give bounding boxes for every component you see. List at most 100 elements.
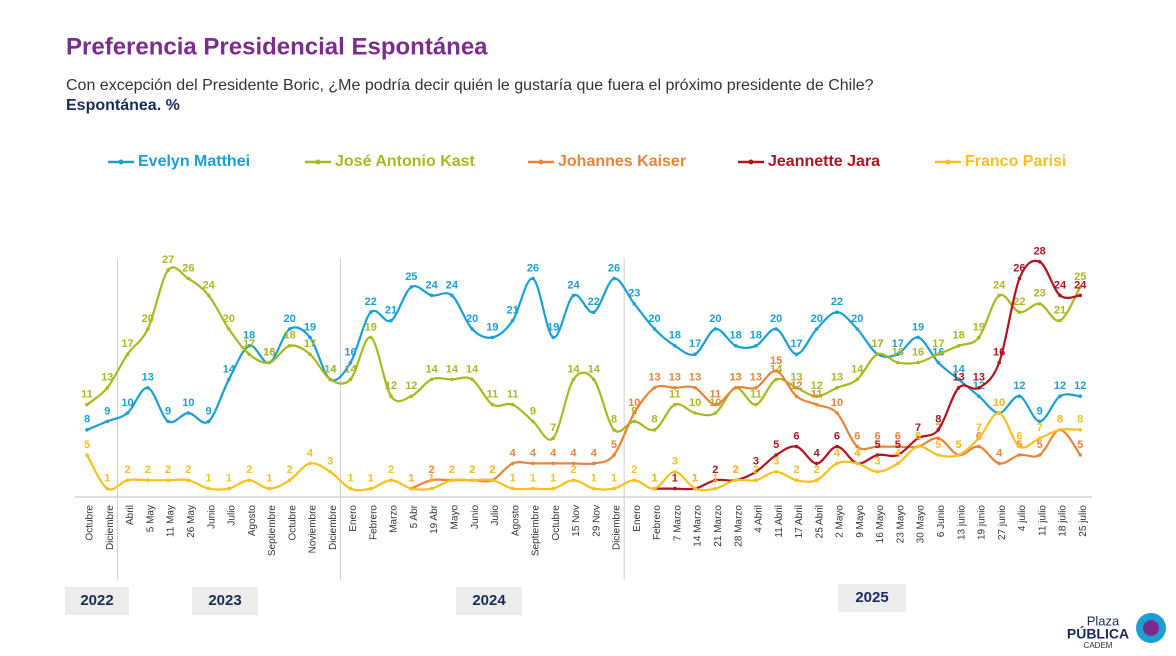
data-point (146, 327, 150, 331)
data-label: 20 (223, 313, 235, 325)
data-label: 6 (895, 431, 901, 443)
data-label: 20 (648, 313, 660, 325)
x-tick-label: Junio (470, 505, 481, 529)
x-tick-label: 7 Marzo (672, 505, 683, 542)
data-label: 22 (588, 296, 600, 308)
data-point (956, 377, 961, 382)
data-label: 8 (611, 414, 617, 426)
data-label: 2 (449, 464, 455, 476)
data-label: 17 (121, 338, 133, 350)
data-label: 2 (489, 464, 495, 476)
data-point (125, 478, 130, 483)
data-point (1078, 293, 1083, 298)
data-point (287, 478, 292, 483)
data-point (450, 293, 454, 298)
data-point (1037, 260, 1042, 264)
data-label: 20 (142, 313, 154, 325)
data-label: 12 (385, 380, 397, 392)
x-tick-label: Julio (490, 505, 501, 526)
data-label: 1 (266, 473, 272, 485)
data-point (531, 419, 535, 424)
data-point (896, 461, 900, 466)
data-label: 17 (243, 338, 255, 350)
data-label: 17 (871, 338, 883, 350)
data-label: 16 (912, 347, 924, 359)
x-tick-label: Agosto (247, 505, 258, 537)
data-label: 26 (182, 263, 194, 275)
data-point (774, 377, 778, 382)
data-point (591, 310, 596, 315)
data-label: 5 (874, 439, 880, 451)
data-point (896, 360, 900, 365)
x-tick-label: 13 junio (956, 505, 967, 540)
data-label: 19 (365, 321, 377, 333)
data-point (85, 402, 89, 407)
data-label: 22 (831, 296, 843, 308)
data-label: 13 (790, 372, 802, 384)
data-label: 2 (165, 464, 171, 476)
data-point (693, 486, 697, 491)
data-point (997, 461, 1001, 466)
data-label: 16 (344, 347, 356, 359)
data-label: 2 (469, 464, 475, 476)
data-label: 13 (750, 372, 762, 384)
x-tick-label: Julio (227, 505, 238, 526)
data-label: 7 (1037, 422, 1043, 434)
data-label: 9 (1037, 405, 1043, 417)
year-box (65, 587, 129, 615)
legend-label: Johannes Kaiser (558, 153, 686, 170)
data-label: 2 (388, 464, 394, 476)
series-line (86, 266, 1082, 441)
data-point (814, 394, 819, 399)
data-label: 21 (507, 305, 519, 317)
data-label: 20 (284, 313, 296, 325)
data-label: 1 (408, 473, 414, 485)
data-point (855, 461, 860, 466)
series-line (86, 411, 1081, 492)
data-point (794, 444, 799, 449)
data-point (429, 377, 434, 382)
data-label: 4 (550, 447, 557, 459)
data-point (673, 470, 677, 474)
data-label: 9 (104, 405, 110, 417)
data-label: 8 (84, 414, 90, 426)
data-point (997, 293, 1001, 298)
series-line (86, 277, 1081, 431)
data-label: 1 (611, 473, 617, 485)
x-tick-label: Febrero (652, 505, 663, 540)
data-point (328, 377, 333, 382)
data-point (1037, 453, 1042, 457)
data-point (368, 335, 373, 340)
data-point (1078, 453, 1083, 457)
data-label: 2 (712, 464, 718, 476)
data-label: 1 (651, 473, 657, 485)
x-tick-label: 25 julio (1078, 505, 1089, 537)
data-point (652, 327, 657, 331)
data-label: 12 (811, 380, 823, 392)
data-label: 14 (344, 363, 357, 375)
data-point (348, 377, 353, 382)
data-label: 3 (874, 456, 880, 468)
x-tick-label: 4 Abril (754, 505, 765, 533)
data-label: 12 (405, 380, 417, 392)
data-label: 2 (814, 464, 820, 476)
logo-text: PÚBLICA (1067, 625, 1129, 642)
data-point (267, 360, 272, 365)
data-point (733, 478, 738, 483)
data-label: 13 (142, 372, 154, 384)
x-tick-label: 21 Marzo (713, 505, 724, 547)
data-point (1037, 302, 1042, 306)
data-label: 3 (327, 456, 333, 468)
data-label: 19 (547, 321, 559, 333)
x-tick-label: Diciembre (328, 505, 339, 550)
data-point (835, 411, 839, 415)
data-point (1078, 394, 1083, 399)
data-label: 1 (692, 473, 698, 485)
data-label: 13 (973, 372, 985, 384)
data-label: 1 (206, 473, 212, 485)
data-label: 8 (1077, 414, 1083, 426)
data-point (652, 486, 657, 491)
data-point (206, 293, 211, 298)
data-point (916, 436, 920, 441)
data-point (835, 386, 839, 390)
